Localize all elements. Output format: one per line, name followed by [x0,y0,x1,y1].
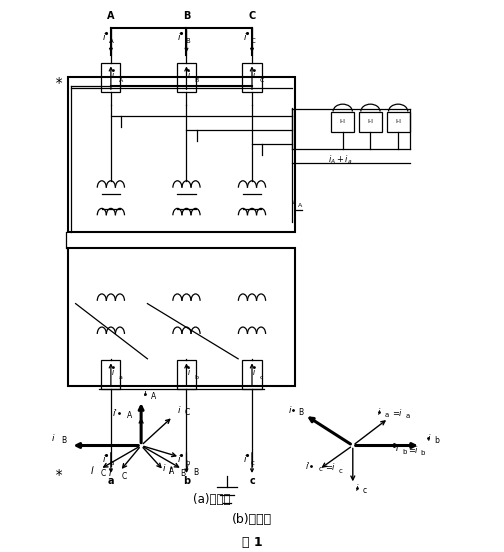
Text: A: A [169,467,174,476]
Text: i: i [178,455,180,464]
Bar [332,112,354,132]
Text: b: b [183,476,190,486]
Text: A: A [298,203,302,208]
Text: I: I [396,444,398,453]
Text: b: b [185,460,190,465]
Text: C: C [260,77,265,83]
Bar [359,112,382,132]
Text: i: i [427,434,430,443]
Text: c: c [260,374,264,380]
Text: A: A [109,39,114,44]
Bar [101,360,120,389]
Text: i: i [162,464,165,473]
Text: i': i' [112,409,117,418]
Text: (a)接线图: (a)接线图 [193,493,230,506]
Text: B: B [183,11,190,21]
Text: B: B [185,39,190,44]
Text: i: i [243,455,246,464]
Text: i: i [102,33,105,42]
Bar [101,63,120,92]
Text: c: c [250,460,255,465]
Text: B: B [61,436,67,445]
Text: C: C [122,472,127,481]
Text: $i_A+i_a$: $i_A+i_a$ [328,154,352,166]
Text: C: C [101,470,106,479]
Text: İ': İ' [108,469,113,478]
Text: i: i [178,33,180,42]
Text: a: a [406,413,410,420]
Text: C: C [184,408,190,417]
Text: i: i [52,434,54,443]
Text: İ: İ [90,467,93,476]
Text: i: i [187,368,190,377]
Text: B: B [180,470,185,479]
Text: c: c [319,466,323,473]
Text: i: i [356,484,358,493]
Text: İ: İ [185,465,188,474]
Bar [387,112,410,132]
Text: b: b [434,436,439,445]
Text: B: B [195,77,199,83]
Text: B: B [298,408,303,417]
Text: i: i [289,406,291,415]
Text: i: i [378,407,381,417]
Text: a: a [109,460,113,465]
Text: i: i [144,390,147,399]
Text: a: a [119,374,123,380]
Text: a: a [108,476,114,486]
Text: B: B [194,468,199,476]
Text: (b)向量图: (b)向量图 [232,513,272,526]
Bar [177,63,196,92]
Text: I-I: I-I [340,119,346,125]
Text: i: i [187,71,190,80]
Text: =i: =i [408,445,418,455]
Text: a: a [385,412,389,418]
Text: 图 1: 图 1 [242,537,262,549]
Bar [242,360,262,389]
Bar [68,77,295,232]
Text: A: A [127,411,132,421]
Text: i: i [293,197,295,206]
Text: C: C [248,11,256,21]
Text: =i: =i [392,409,402,418]
Text: *: * [55,76,64,90]
Text: I-I: I-I [395,119,401,125]
Text: i: i [243,33,246,42]
Text: i: i [253,71,255,80]
Text: A: A [151,392,156,401]
Text: i': i' [305,461,310,471]
Text: c: c [249,476,255,486]
Text: i: i [253,368,255,377]
Text: b: b [402,449,407,455]
Text: c: c [363,486,367,495]
Text: A: A [119,77,123,83]
Text: C: C [250,39,255,44]
Bar [68,248,295,386]
Text: İ': İ' [169,467,174,476]
Text: i: i [112,368,114,377]
Bar [177,360,196,389]
Text: =i: =i [325,463,335,472]
Text: i: i [112,71,114,80]
Bar [242,63,262,92]
Text: b: b [195,374,199,380]
Text: I-I: I-I [367,119,373,125]
Text: *: * [55,468,64,482]
Text: b: b [421,450,425,456]
Text: c: c [339,468,343,474]
Text: A: A [107,11,114,21]
Text: i: i [102,455,105,464]
Text: i: i [177,406,180,415]
